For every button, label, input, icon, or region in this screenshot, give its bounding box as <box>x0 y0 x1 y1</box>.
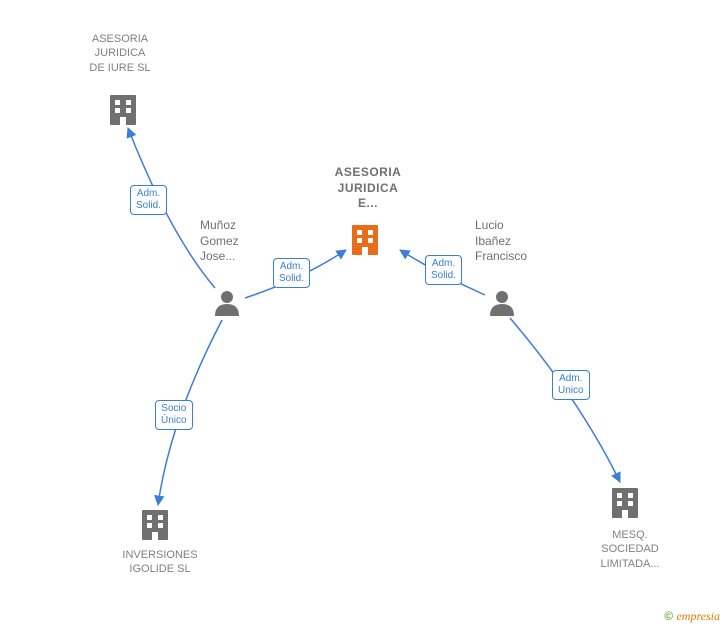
person-icon <box>215 291 239 316</box>
node-label-mesq: MESQ. SOCIEDAD LIMITADA... <box>590 528 670 571</box>
copyright-symbol: © <box>664 609 673 623</box>
edge-label-socio-unico: Socio Único <box>155 400 193 430</box>
building-icon <box>352 225 378 255</box>
credit-line: © empresia <box>664 609 720 624</box>
building-icon <box>612 488 638 518</box>
node-label-asesoria-iure: ASESORIA JURIDICA DE IURE SL <box>80 32 160 75</box>
building-icon <box>110 95 136 125</box>
node-label-munoz: Muñoz Gomez Jose... <box>200 218 239 265</box>
edge-label-adm-solid-3: Adm. Solid. <box>425 255 462 285</box>
edge-label-adm-unico: Adm. Unico <box>552 370 590 400</box>
brand-name: empresia <box>676 609 720 623</box>
node-label-lucio: Lucio Ibañez Francisco <box>475 218 527 265</box>
edge-label-adm-solid-1: Adm. Solid. <box>130 185 167 215</box>
edge-lucio-mesq <box>510 318 620 482</box>
building-icon <box>142 510 168 540</box>
node-label-inversiones: INVERSIONES IGOLIDE SL <box>115 548 205 577</box>
person-icon <box>490 291 514 316</box>
node-label-asesoria-e: ASESORIA JURIDICA E... <box>328 165 408 212</box>
edge-label-adm-solid-2: Adm. Solid. <box>273 258 310 288</box>
